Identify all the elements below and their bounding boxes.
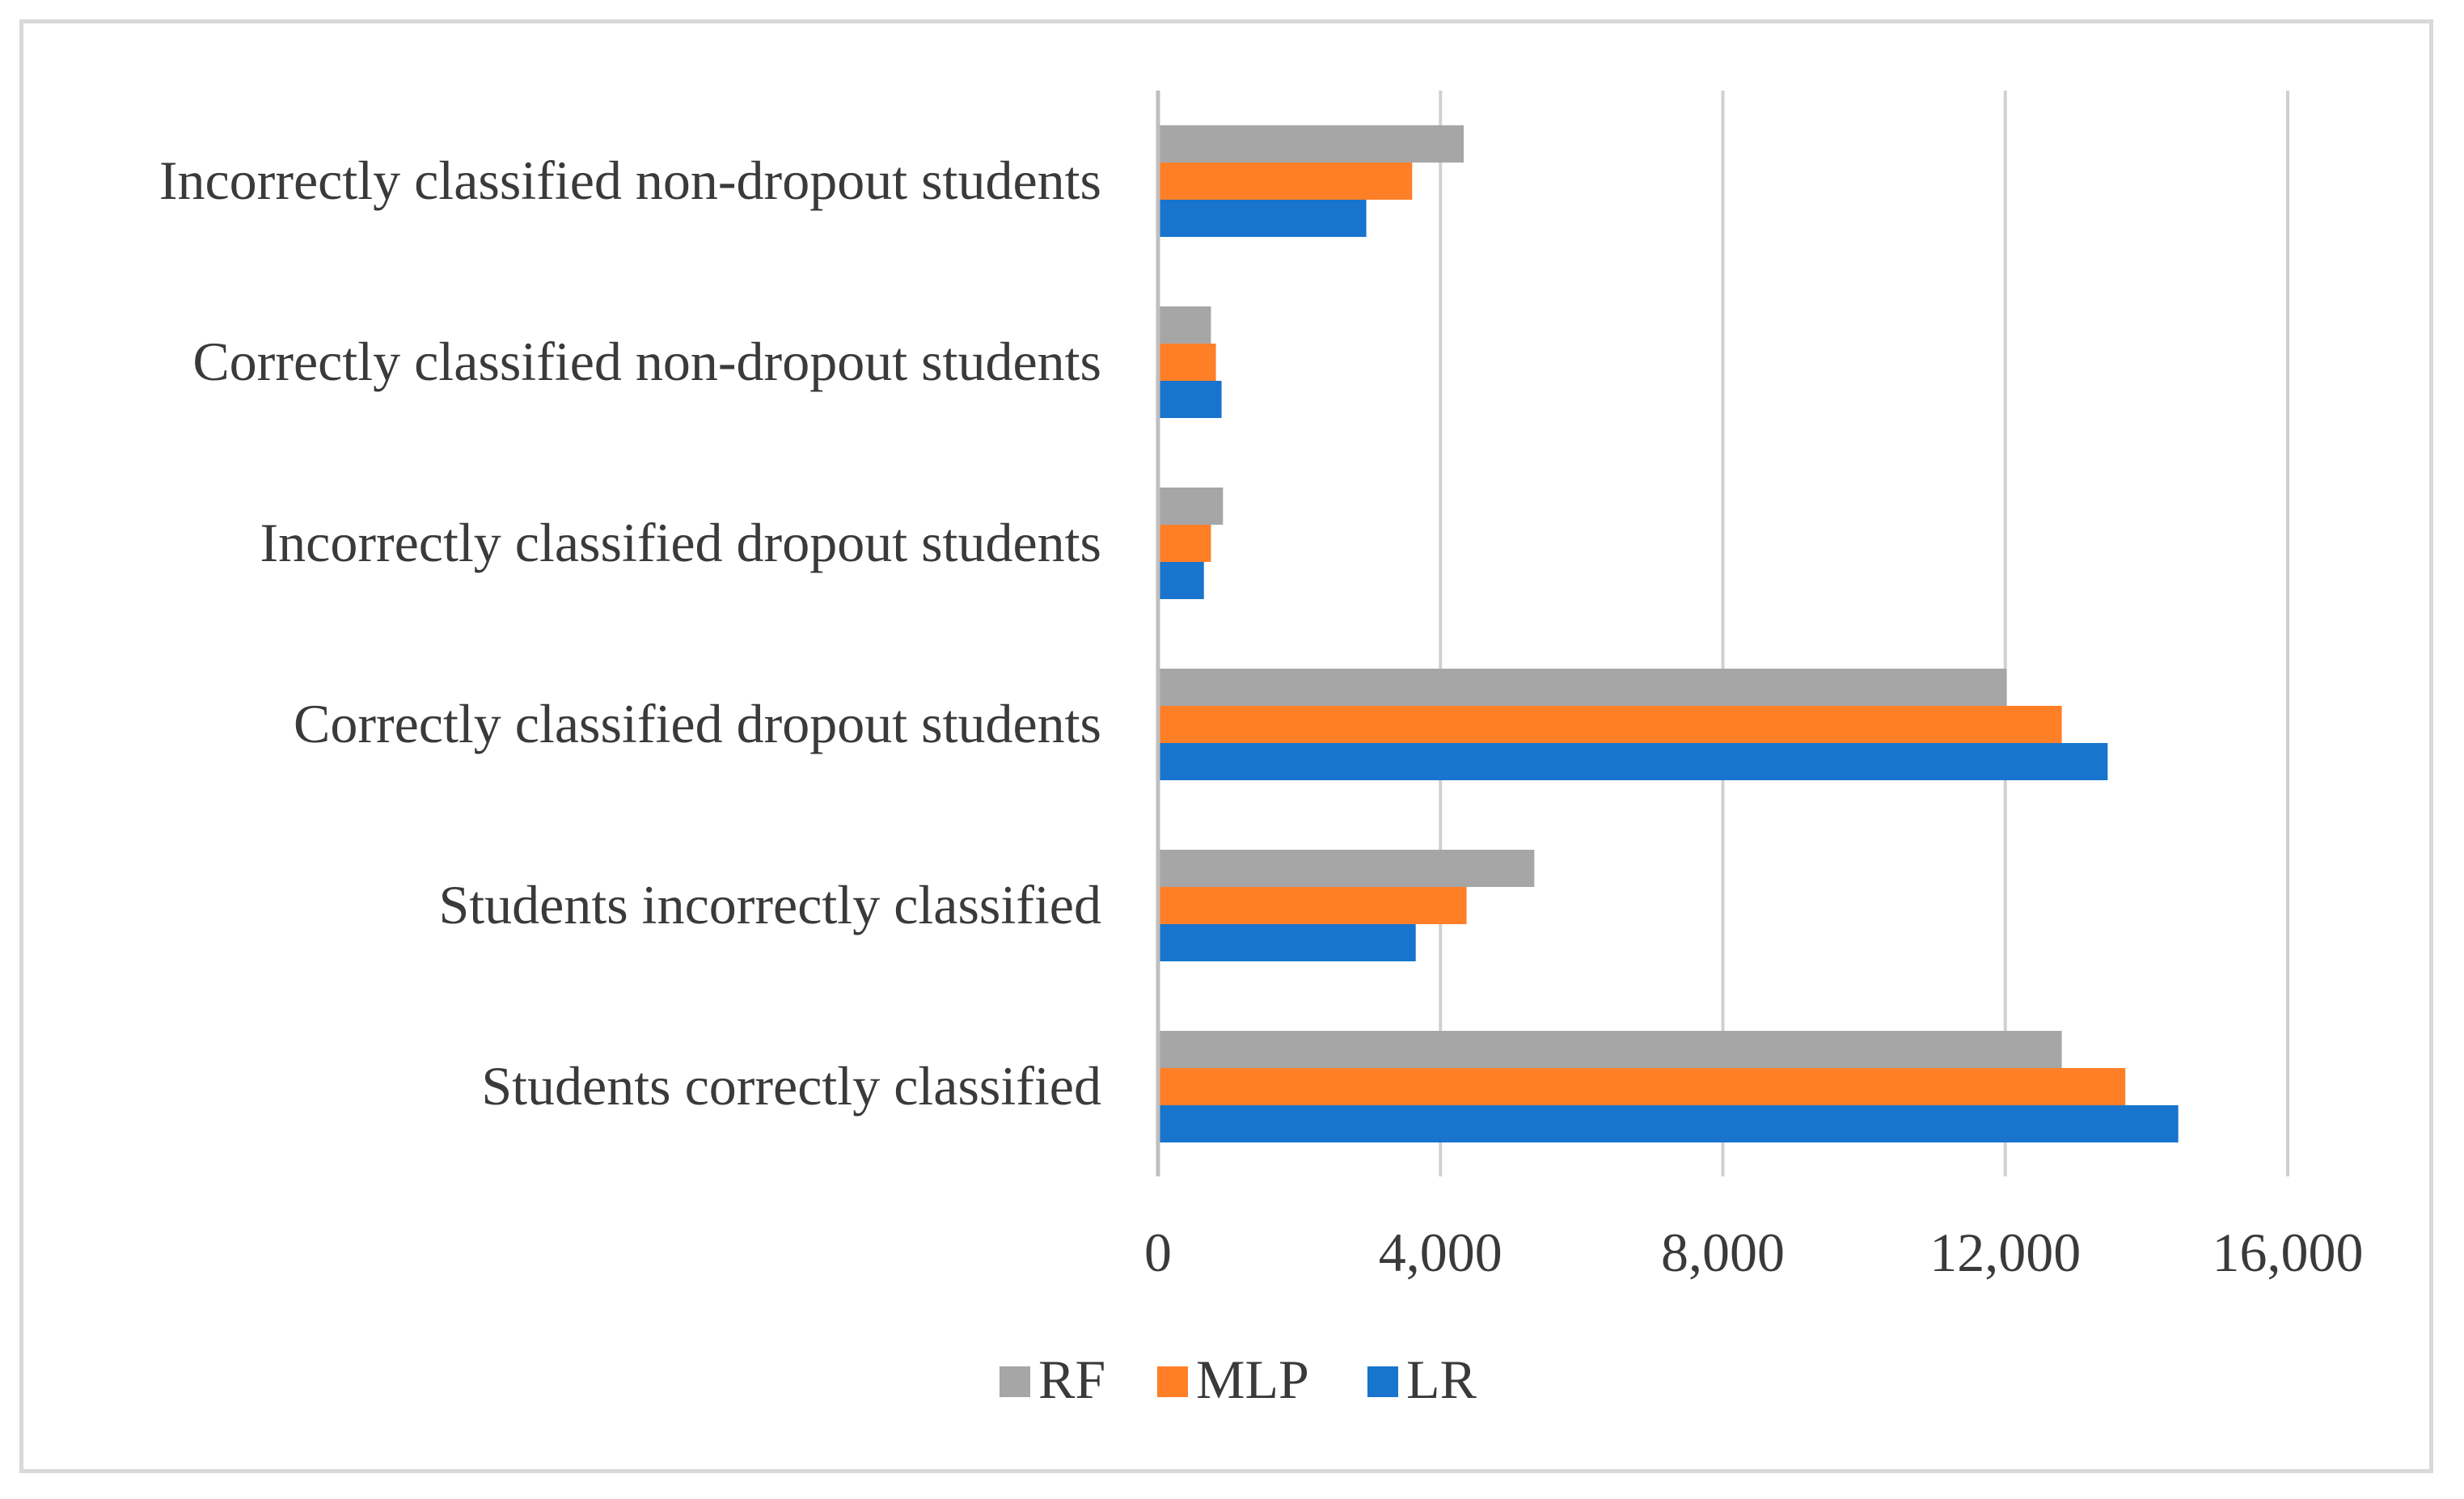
bar-lr-0: [1158, 1105, 2179, 1142]
legend-label-rf: RF: [1038, 1349, 1105, 1410]
gridlines: [1439, 91, 2289, 1176]
bar-mlp-0: [1158, 1068, 2126, 1105]
category-label: Incorrectly classified dropout students: [260, 512, 1102, 573]
category-label: Correctly classified dropout students: [294, 693, 1101, 754]
bar-rf-1: [1158, 850, 1535, 887]
bar-lr-5: [1158, 200, 1367, 237]
legend: RF MLP LR: [1000, 1349, 1477, 1410]
bar-mlp-2: [1158, 706, 2062, 743]
legend-swatch-mlp: [1157, 1366, 1188, 1397]
category-label: Correctly classified non-dropout student…: [192, 331, 1101, 392]
bar-rf-5: [1158, 125, 1464, 163]
bar-mlp-1: [1158, 887, 1467, 924]
bar-lr-1: [1158, 924, 1416, 961]
bar-lr-2: [1158, 743, 2108, 780]
bar-rf-0: [1158, 1031, 2062, 1068]
legend-swatch-rf: [1000, 1366, 1030, 1397]
x-tick-label: 12,000: [1929, 1222, 2081, 1283]
x-tick-label: 0: [1144, 1222, 1172, 1283]
category-label: Incorrectly classified non-dropout stude…: [159, 150, 1101, 211]
bar-rf-4: [1158, 306, 1211, 344]
bar-lr-4: [1158, 381, 1222, 418]
legend-label-lr: LR: [1406, 1349, 1477, 1410]
x-tick-label: 8,000: [1661, 1222, 1785, 1283]
category-labels: Students correctly classified Students in…: [159, 150, 1101, 1117]
legend-swatch-lr: [1367, 1366, 1398, 1397]
bar-rf-3: [1158, 488, 1224, 525]
bar-lr-3: [1158, 562, 1204, 599]
category-label: Students correctly classified: [481, 1055, 1101, 1117]
bar-mlp-4: [1158, 344, 1216, 381]
bar-rf-2: [1158, 669, 2007, 706]
x-tick-label: 16,000: [2213, 1222, 2364, 1283]
bar-mlp-5: [1158, 163, 1413, 200]
legend-label-mlp: MLP: [1196, 1349, 1309, 1410]
category-label: Students incorrectly classified: [438, 874, 1101, 935]
x-tick-labels: 0 4,000 8,000 12,000 16,000: [1144, 1222, 2364, 1283]
x-tick-label: 4,000: [1379, 1222, 1502, 1283]
bars: [1158, 125, 2179, 1142]
bar-mlp-3: [1158, 525, 1211, 562]
